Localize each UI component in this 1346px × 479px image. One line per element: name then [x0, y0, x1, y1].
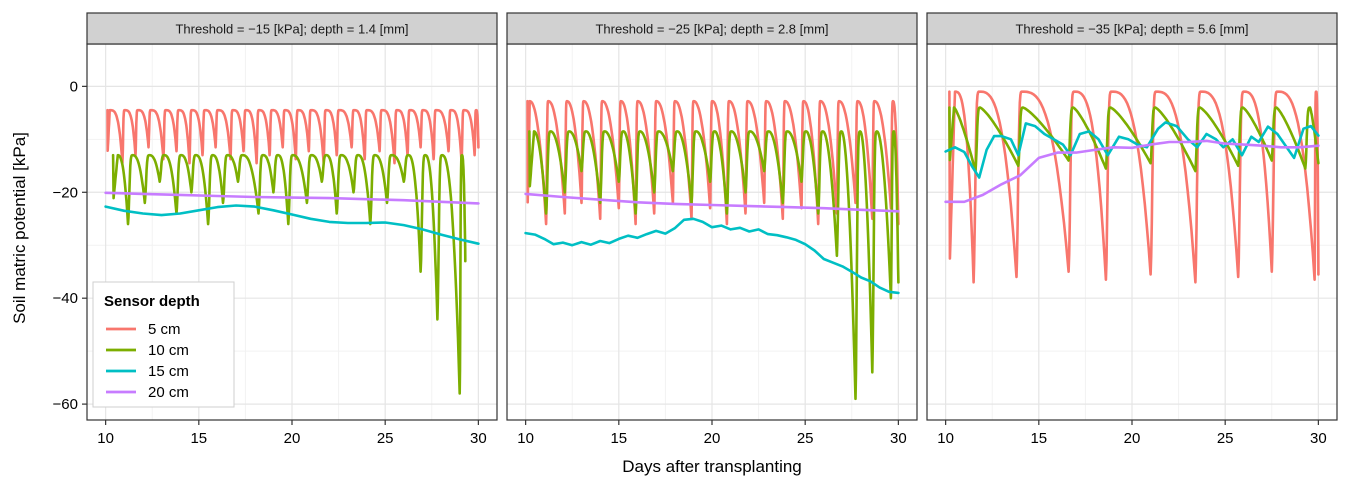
series-line-10-cm	[948, 106, 1320, 173]
series-line-10-cm	[111, 153, 467, 395]
y-axis-title: Soil matric potential [kPa]	[10, 132, 29, 324]
series-line-15-cm	[104, 204, 480, 245]
strip-background	[926, 12, 1338, 45]
x-tick-label: 10	[97, 430, 114, 447]
x-tick-label: 20	[704, 430, 721, 447]
x-tick-label: 15	[190, 430, 207, 447]
panel-2: Threshold = −25 [kPa]; depth = 2.8 [mm] 1…	[506, 12, 918, 447]
x-axis-title: Days after transplanting	[622, 457, 802, 476]
series-line-20-cm	[104, 191, 480, 205]
series-line-15-cm	[524, 217, 900, 295]
series-line-5-cm	[526, 99, 900, 226]
panel-3: Threshold = −35 [kPa]; depth = 5.6 [mm] 1…	[926, 12, 1338, 447]
strip-background	[86, 12, 498, 45]
legend-label-20-cm: 20 cm	[148, 384, 189, 401]
legend: Sensor depth 5 cm 10 cm 15 cm 20 cm	[92, 281, 235, 408]
x-tick-label: 25	[377, 430, 394, 447]
series-line-20-cm	[944, 139, 1320, 204]
x-tick-label: 30	[470, 430, 487, 447]
series-line-20-cm	[524, 192, 900, 213]
strip-label: Threshold = −25 [kPa]; depth = 2.8 [mm]	[595, 22, 828, 37]
x-tick-label: 10	[517, 430, 534, 447]
series-line-15-cm	[944, 121, 1320, 179]
legend-label-5-cm: 5 cm	[148, 321, 181, 338]
x-tick-label: 30	[890, 430, 907, 447]
x-tick-label: 25	[797, 430, 814, 447]
y-tick-label: 0	[70, 78, 78, 95]
x-tick-label: 20	[1124, 430, 1141, 447]
x-tick-label: 10	[937, 430, 954, 447]
y-tick-label: −20	[53, 184, 78, 201]
series-line-5-cm	[106, 108, 480, 165]
y-tick-label: −40	[53, 290, 78, 307]
strip-label: Threshold = −35 [kPa]; depth = 5.6 [mm]	[1015, 22, 1248, 37]
x-tick-label: 20	[284, 430, 301, 447]
strip-background	[506, 12, 918, 45]
legend-label-10-cm: 10 cm	[148, 342, 189, 359]
series-line-5-cm	[948, 90, 1320, 284]
strip-label: Threshold = −15 [kPa]; depth = 1.4 [mm]	[175, 22, 408, 37]
legend-box	[92, 281, 235, 408]
series-group	[944, 90, 1320, 284]
x-tick-label: 15	[1030, 430, 1047, 447]
x-tick-label: 25	[1217, 430, 1234, 447]
legend-label-15-cm: 15 cm	[148, 363, 189, 380]
y-tick-label: −60	[53, 396, 78, 413]
x-tick-label: 15	[610, 430, 627, 447]
legend-title: Sensor depth	[104, 293, 200, 310]
series-group	[524, 99, 900, 401]
x-tick-label: 30	[1310, 430, 1327, 447]
series-line-10-cm	[528, 130, 900, 401]
series-group	[104, 108, 480, 395]
